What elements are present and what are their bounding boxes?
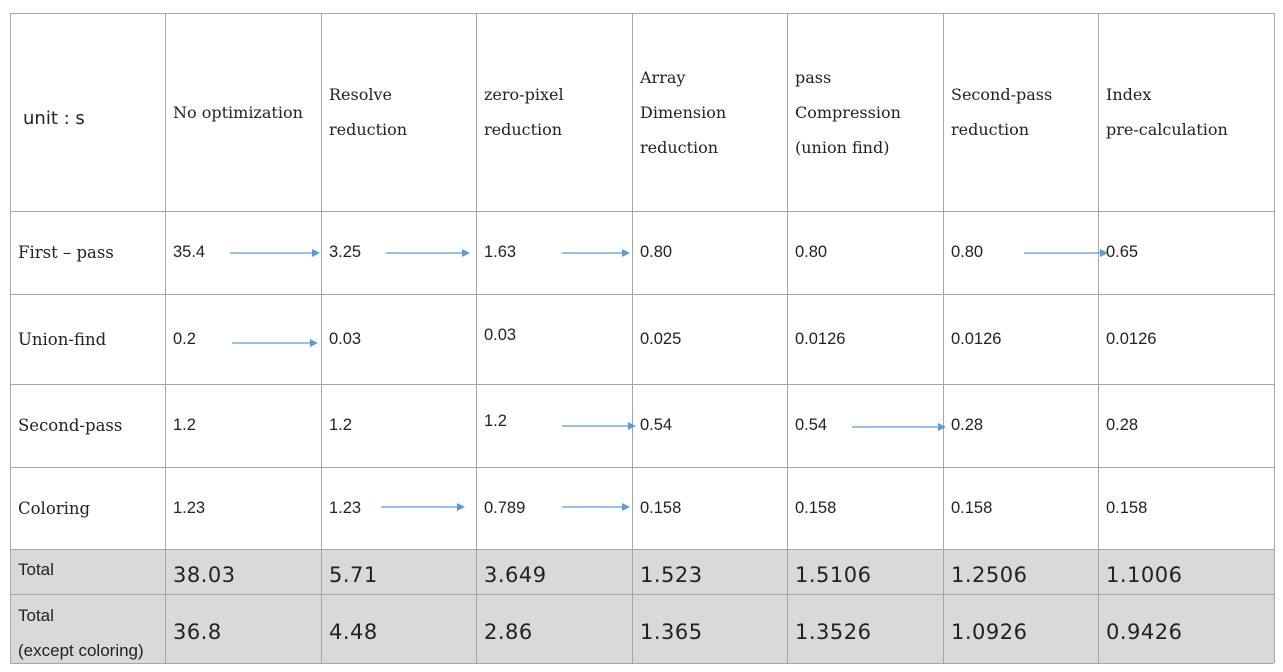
table-cell-value: 1.23: [173, 498, 206, 517]
total-value: 3.649: [484, 562, 547, 587]
table-cell-value: 1.2: [484, 412, 507, 430]
total-value: 1.365: [640, 619, 703, 644]
total-value: 1.523: [640, 562, 703, 587]
column-header-line: Second-pass: [951, 85, 1053, 104]
total-value: 1.3526: [795, 619, 872, 644]
arrow-head-icon: [628, 422, 636, 430]
table-cell-value: 0.0126: [795, 329, 846, 348]
table-cell-value: 0.54: [795, 416, 828, 434]
totals-shading: [10, 549, 1274, 663]
column-header-line: Array: [640, 67, 686, 87]
table-cell-value: 35.4: [173, 243, 206, 261]
table-cell-value: 0.2: [173, 329, 196, 348]
table-cell-value: 0.158: [795, 498, 837, 517]
table-cell-value: 0.28: [1106, 416, 1139, 434]
table-cell-value: 1.2: [173, 416, 196, 434]
table-cell-value: 0.03: [329, 329, 362, 348]
total-value: 1.1006: [1106, 562, 1183, 587]
total-label-line: Total: [18, 606, 54, 625]
table-cell-value: 3.25: [329, 243, 362, 261]
column-header-line: Compression: [795, 102, 901, 122]
total-value: 1.2506: [951, 562, 1028, 587]
table-cell-value: 1.2: [329, 416, 352, 434]
table-cell-value: 0.158: [1106, 498, 1148, 517]
total-value: 4.48: [329, 619, 378, 644]
table-cell-value: 0.025: [640, 329, 682, 348]
table-cell-value: 0.789: [484, 498, 526, 517]
total-value: 36.8: [173, 619, 222, 644]
table-cell-value: 0.158: [951, 498, 993, 517]
table-cell-value: 0.0126: [951, 329, 1002, 348]
table-cell-value: 0.0126: [1106, 329, 1157, 348]
arrow-head-icon: [310, 339, 318, 347]
arrow-head-icon: [312, 249, 320, 257]
column-header-line: reduction: [640, 137, 719, 157]
table-cell-value: 0.28: [951, 416, 984, 434]
row-label: First – pass: [18, 243, 114, 262]
row-label: Union-find: [18, 329, 107, 349]
table-cell-value: 1.23: [329, 498, 362, 517]
total-value: 38.03: [173, 562, 236, 587]
total-value: 2.86: [484, 619, 533, 644]
table-cell-value: 0.80: [640, 243, 673, 261]
table-cell-value: 1.63: [484, 243, 517, 261]
total-label-line: (except coloring): [18, 641, 144, 660]
total-label: Total: [18, 559, 54, 579]
column-header-line: Index: [1106, 85, 1152, 104]
column-header-line: zero-pixel: [484, 85, 564, 104]
arrow-head-icon: [622, 503, 630, 511]
arrow-head-icon: [938, 423, 946, 431]
column-header-line: pass: [795, 67, 832, 87]
row-label: Coloring: [18, 498, 91, 518]
arrow-head-icon: [622, 249, 630, 257]
column-header-line: Resolve: [329, 85, 392, 104]
table-cell-value: 0.80: [951, 243, 984, 261]
arrow-head-icon: [462, 249, 470, 257]
total-value: 1.5106: [795, 562, 872, 587]
column-header-line: reduction: [951, 120, 1030, 139]
column-header-line: pre-calculation: [1106, 120, 1228, 139]
total-value: 1.0926: [951, 619, 1028, 644]
table-cell-value: 0.65: [1106, 243, 1139, 261]
arrow-head-icon: [1100, 249, 1108, 257]
column-header-line: No optimization: [173, 102, 303, 122]
table-cell-value: 0.80: [795, 243, 828, 261]
improvement-arrows: [230, 249, 1108, 511]
column-header-line: reduction: [329, 120, 408, 139]
column-header-line: reduction: [484, 120, 563, 139]
column-header-line: (union find): [795, 137, 890, 157]
row-label: Second-pass: [18, 416, 123, 435]
total-value: 5.71: [329, 562, 378, 587]
total-value: 0.9426: [1106, 619, 1183, 644]
table-cell-value: 0.03: [484, 325, 517, 344]
arrow-head-icon: [457, 503, 465, 511]
table-cell-value: 0.158: [640, 498, 682, 517]
table-cell-value: 0.54: [640, 416, 673, 434]
column-header-line: Dimension: [640, 102, 727, 122]
unit-label: unit : s: [23, 108, 85, 129]
